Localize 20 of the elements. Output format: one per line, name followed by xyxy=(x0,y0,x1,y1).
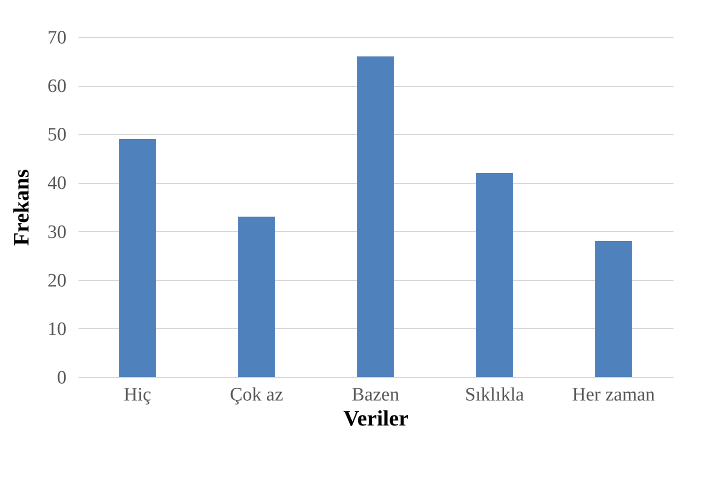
y-tick-label: 10 xyxy=(48,318,66,340)
bar xyxy=(119,139,156,377)
x-tick-label: Çok az xyxy=(230,384,284,406)
y-axis-title: Frekans xyxy=(8,168,34,246)
bar xyxy=(357,56,394,377)
x-tick-label: Her zaman xyxy=(572,384,656,406)
bar xyxy=(476,173,513,377)
bar xyxy=(238,216,275,377)
x-tick-label: Bazen xyxy=(352,384,400,406)
bar xyxy=(595,241,632,377)
y-tick-label: 50 xyxy=(48,124,66,146)
x-tick-label: Sıklıkla xyxy=(464,384,525,406)
x-axis-title: Veriler xyxy=(343,406,409,430)
x-tick-label: Hiç xyxy=(124,384,152,406)
y-tick-label: 70 xyxy=(48,28,66,48)
y-tick-label: 40 xyxy=(48,173,66,194)
y-tick-label: 60 xyxy=(48,76,66,98)
y-tick-label: 0 xyxy=(57,368,66,388)
y-tick-label: 30 xyxy=(48,222,66,243)
y-tick-label: 20 xyxy=(48,270,66,292)
